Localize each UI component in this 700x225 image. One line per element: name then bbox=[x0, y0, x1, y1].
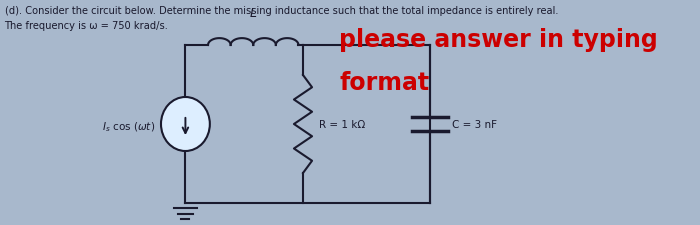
Text: C = 3 nF: C = 3 nF bbox=[452, 119, 497, 129]
Text: R = 1 kΩ: R = 1 kΩ bbox=[319, 119, 365, 129]
Text: (d). Consider the circuit below. Determine the missing inductance such that the : (d). Consider the circuit below. Determi… bbox=[4, 6, 558, 16]
Text: The frequency is ω = 750 krad/s.: The frequency is ω = 750 krad/s. bbox=[4, 21, 169, 31]
Text: L: L bbox=[250, 7, 257, 20]
Circle shape bbox=[161, 98, 210, 151]
Text: $I_s$ cos $(\omega t)$: $I_s$ cos $(\omega t)$ bbox=[102, 120, 155, 133]
Text: format: format bbox=[340, 71, 429, 94]
Text: please answer in typing: please answer in typing bbox=[340, 28, 658, 52]
